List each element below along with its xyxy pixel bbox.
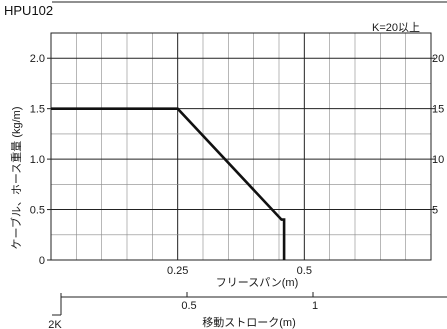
y2-tick-label: 10 xyxy=(432,154,444,166)
y-axis-label: ケーブル、ホース重量 (kg/m) xyxy=(9,106,23,249)
y-tick-label: 2.0 xyxy=(30,53,45,65)
grid xyxy=(51,33,431,260)
y-tick-label: 1.5 xyxy=(30,104,45,116)
x-tick-label: 0.25 xyxy=(167,265,188,277)
y-tick-label: 0.5 xyxy=(30,205,45,217)
x2-tick-label: 1 xyxy=(312,300,318,312)
y2-tick-label: 20 xyxy=(432,53,444,65)
y2-tick-label: 15 xyxy=(432,104,444,116)
y2-tick-label: 5 xyxy=(432,205,438,217)
chart-annotation: K=20以上 xyxy=(372,21,420,34)
series xyxy=(51,107,286,260)
series-line xyxy=(51,107,286,260)
x-tick-label: 0.5 xyxy=(297,265,312,277)
x-axis-label: フリースパン(m) xyxy=(216,276,299,289)
y-tick-label: 1.0 xyxy=(30,154,45,166)
x2-tick-label: 0.5 xyxy=(181,300,196,312)
tick-labels: 0 0.5 1.0 1.5 2.0 5 10 15 20 0.25 0.5 0.5 1 xyxy=(30,53,445,312)
x2-origin-label: 2K xyxy=(48,319,62,329)
x2-axis-label: 移動ストローク(m) xyxy=(202,315,296,329)
y-tick-label: 0 xyxy=(39,255,45,267)
plot-frame xyxy=(50,32,432,261)
chart-title: HPU102 xyxy=(4,3,53,18)
axes xyxy=(47,32,447,316)
